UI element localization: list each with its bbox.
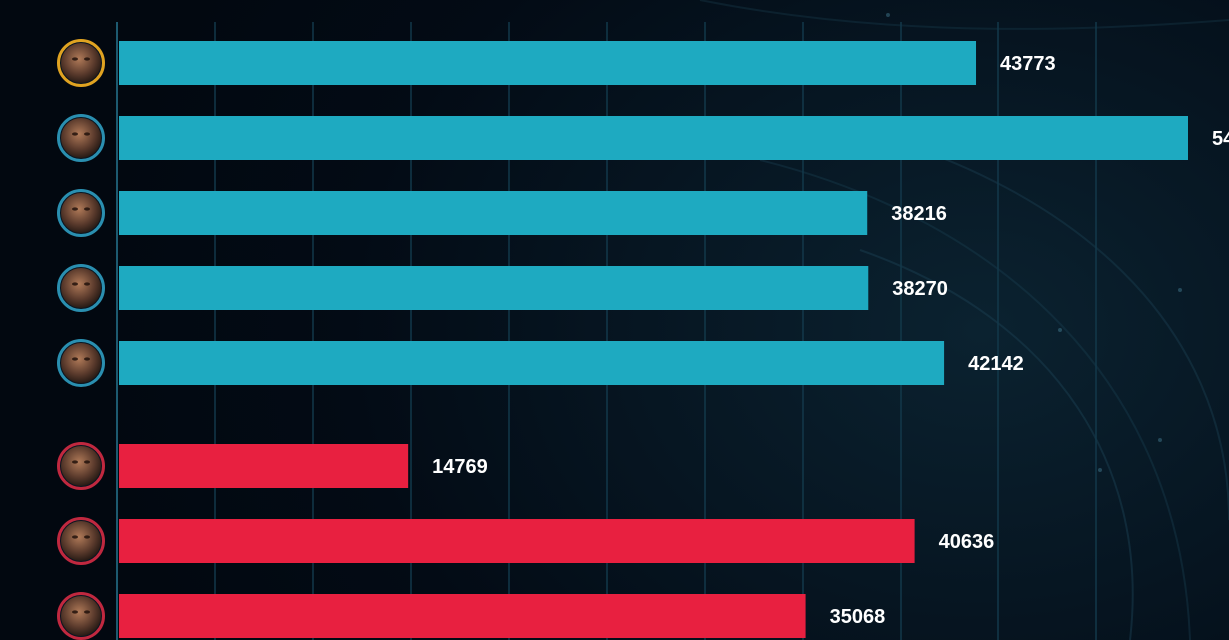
- bar: [119, 341, 945, 385]
- portrait-eye: [84, 610, 90, 614]
- champion-portrait-icon: [57, 592, 105, 640]
- portrait-eye: [72, 282, 78, 286]
- portrait-face: [61, 43, 101, 83]
- value-label: 38270: [892, 278, 948, 300]
- bars-group: [119, 41, 1188, 638]
- portrait-ring: [57, 517, 105, 565]
- background-sparkle: [1178, 288, 1182, 292]
- portrait-face: [61, 193, 101, 233]
- value-label: 14769: [432, 456, 488, 478]
- bar: [119, 519, 915, 563]
- bar: [119, 191, 868, 235]
- value-label: 54: [1212, 128, 1229, 150]
- value-label: 43773: [1000, 53, 1056, 75]
- value-label: 40636: [939, 531, 995, 553]
- value-label: 38216: [891, 203, 947, 225]
- portraits-group: [57, 39, 105, 640]
- champion-portrait-icon: [57, 189, 105, 237]
- champion-portrait-icon: [57, 264, 105, 312]
- value-label: 35068: [830, 606, 886, 628]
- portrait-eye: [84, 207, 90, 211]
- portrait-face: [61, 118, 101, 158]
- portrait-eye: [72, 610, 78, 614]
- bar: [119, 116, 1188, 160]
- background-sparkle: [886, 13, 890, 17]
- value-labels-group: 43773 54 38216 38270 42142 14769 40636 35068: [432, 53, 1229, 628]
- portrait-eye: [84, 57, 90, 61]
- portrait-eye: [72, 132, 78, 136]
- portrait-ring: [57, 39, 105, 87]
- portrait-face: [61, 596, 101, 636]
- portrait-eye: [72, 535, 78, 539]
- portrait-eye: [84, 357, 90, 361]
- background-arc: [819, 119, 1229, 521]
- background-arc: [699, 0, 1229, 30]
- champion-portrait-icon: [57, 442, 105, 490]
- portrait-ring: [57, 264, 105, 312]
- bar: [119, 594, 806, 638]
- portrait-eye: [84, 535, 90, 539]
- portrait-ring: [57, 442, 105, 490]
- portrait-eye: [84, 282, 90, 286]
- portrait-ring: [57, 189, 105, 237]
- portrait-eye: [72, 357, 78, 361]
- portrait-eye: [72, 57, 78, 61]
- portrait-eye: [72, 207, 78, 211]
- value-label: 42142: [968, 353, 1024, 375]
- portrait-face: [61, 268, 101, 308]
- portrait-eye: [84, 132, 90, 136]
- background-sparkle: [1158, 438, 1162, 442]
- portrait-eye: [84, 460, 90, 464]
- portrait-ring: [57, 592, 105, 640]
- bar: [119, 444, 409, 488]
- portrait-ring: [57, 114, 105, 162]
- background-sparkle: [1098, 468, 1102, 472]
- portrait-ring: [57, 339, 105, 387]
- bar: [119, 266, 869, 310]
- bar: [119, 41, 977, 85]
- portrait-face: [61, 446, 101, 486]
- portrait-eye: [72, 460, 78, 464]
- background-sparkle: [1058, 328, 1062, 332]
- champion-portrait-icon: [57, 114, 105, 162]
- background-arc: [859, 249, 1134, 640]
- portrait-face: [61, 521, 101, 561]
- portrait-face: [61, 343, 101, 383]
- champion-portrait-icon: [57, 517, 105, 565]
- champion-portrait-icon: [57, 339, 105, 387]
- champion-portrait-icon: [57, 39, 105, 87]
